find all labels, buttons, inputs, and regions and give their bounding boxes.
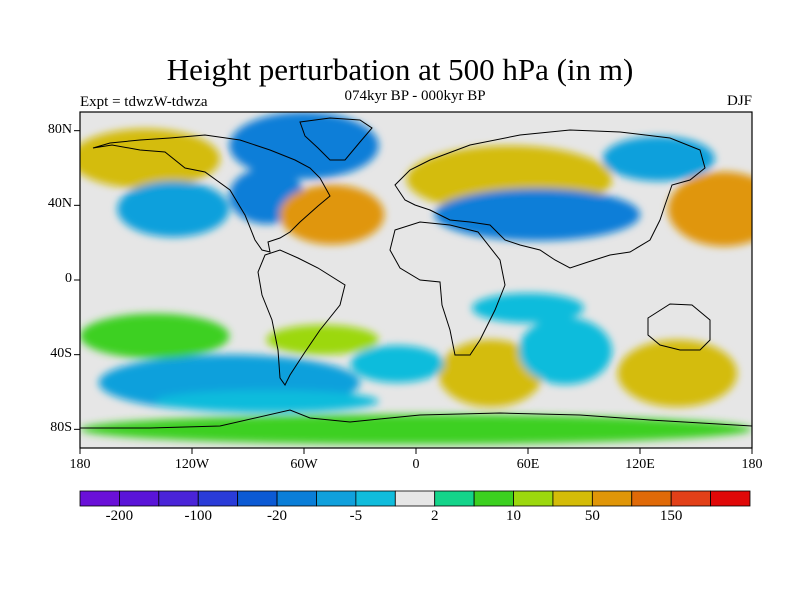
coastlines bbox=[80, 117, 752, 429]
y-tick-label: 40N bbox=[47, 196, 72, 212]
field-anomaly-12 bbox=[438, 339, 543, 407]
field-anomaly-1 bbox=[229, 112, 379, 180]
colorbar bbox=[79, 490, 751, 507]
colorbar-swatch bbox=[355, 490, 396, 507]
colorbar-swatch bbox=[631, 490, 672, 507]
y-tick-label: 40S bbox=[50, 345, 72, 361]
colorbar-swatch bbox=[394, 490, 436, 507]
field-anomaly-14 bbox=[518, 317, 612, 385]
colorbar-swatch bbox=[513, 490, 554, 507]
field-anomaly-6 bbox=[434, 188, 640, 241]
colorbar-swatch bbox=[158, 490, 199, 507]
field-anomaly-15 bbox=[472, 293, 584, 323]
coast-eurasia bbox=[394, 129, 706, 269]
colorbar-swatch bbox=[473, 490, 514, 507]
x-tick-label: 60E bbox=[516, 457, 540, 472]
field-anomaly-18 bbox=[154, 390, 379, 413]
x-tick-label: 180 bbox=[741, 457, 763, 472]
field-anomaly-4 bbox=[117, 181, 230, 238]
coast-australia bbox=[647, 303, 711, 351]
field-anomaly-8 bbox=[602, 136, 715, 182]
experiment-label: Expt = tdwzW-tdwza bbox=[80, 94, 208, 110]
axis-ticks bbox=[74, 130, 753, 454]
colorbar-swatch bbox=[552, 490, 593, 507]
colorbar-label: -20 bbox=[267, 508, 288, 524]
field-anomaly-7 bbox=[668, 171, 752, 247]
colorbar-swatch bbox=[276, 490, 317, 507]
coast-africa bbox=[389, 221, 506, 356]
colorbar-swatch bbox=[434, 490, 475, 507]
field-anomaly-13 bbox=[617, 339, 738, 407]
colorbar-label: 10 bbox=[506, 508, 522, 524]
y-tick-label: 0 bbox=[65, 271, 72, 286]
field-anomaly-11 bbox=[266, 324, 379, 355]
subtitle: 074kyr BP - 000kyr BP bbox=[344, 88, 486, 104]
colorbar-swatch bbox=[79, 490, 120, 507]
x-tick-label: 0 bbox=[412, 457, 420, 472]
field-anomaly-17 bbox=[80, 414, 752, 445]
y-tick-label: 80N bbox=[47, 121, 72, 137]
x-tick-label: 120W bbox=[174, 457, 210, 472]
colorbar-label: 50 bbox=[584, 508, 600, 524]
field-anomaly-3 bbox=[279, 184, 385, 245]
colorbar-swatch bbox=[119, 490, 160, 507]
y-tick-label: 80S bbox=[50, 420, 72, 436]
x-tick-label: 60W bbox=[290, 457, 318, 472]
field-anomaly-0 bbox=[80, 128, 220, 189]
colorbar-swatch bbox=[316, 490, 357, 507]
season-label: DJF bbox=[726, 93, 752, 109]
colorbar-label: -200 bbox=[105, 508, 134, 524]
coast-greenland bbox=[299, 117, 373, 161]
field-anomaly-16 bbox=[350, 345, 445, 383]
height-perturbation-field bbox=[80, 112, 752, 445]
colorbar-swatch bbox=[710, 490, 751, 507]
colorbar-swatch bbox=[237, 490, 278, 507]
x-tick-label: 120E bbox=[625, 457, 655, 472]
colorbar-label: 150 bbox=[659, 508, 683, 524]
colorbar-label: 2 bbox=[430, 508, 439, 524]
coast-antarctica bbox=[80, 409, 752, 429]
colorbar-label: -5 bbox=[349, 508, 363, 524]
colorbar-label: -100 bbox=[184, 508, 212, 524]
coast-south-america bbox=[257, 249, 346, 386]
coast-north-america bbox=[92, 134, 331, 253]
colorbar-swatch bbox=[591, 490, 633, 507]
x-tick-label: 180 bbox=[69, 457, 91, 472]
field-anomaly-10 bbox=[80, 313, 230, 359]
page-title: Height perturbation at 500 hPa (in m) bbox=[166, 52, 634, 87]
colorbar-swatch bbox=[670, 490, 711, 507]
colorbar-swatch bbox=[197, 490, 239, 507]
